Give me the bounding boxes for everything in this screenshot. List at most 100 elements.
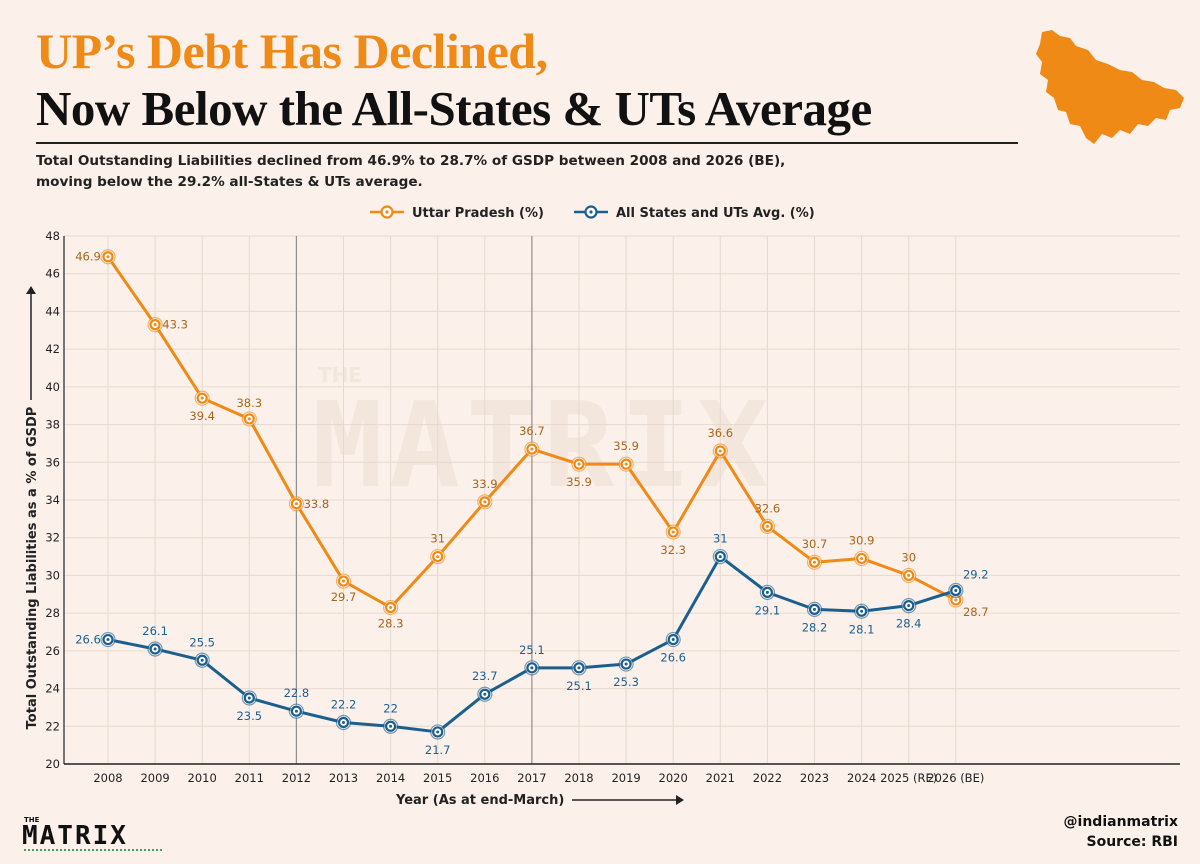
x-tick-label: 2012 (282, 771, 311, 785)
data-label: 35.9 (566, 475, 592, 489)
x-tick-label: 2009 (140, 771, 169, 785)
data-label: 26.6 (75, 633, 101, 647)
x-tick-label: 2008 (93, 771, 122, 785)
data-label: 26.1 (142, 624, 168, 638)
y-tick-labels: 20 22 24 26 28 30 32 34 36 38 40 42 44 46 48 (45, 229, 60, 771)
data-point-center (342, 721, 345, 725)
legend-label: Uttar Pradesh (%) (412, 206, 544, 221)
credits: @indianmatrix Source: RBI (1064, 812, 1178, 852)
data-label: 30 (901, 550, 916, 564)
x-tick-label: 2011 (235, 771, 264, 785)
data-label: 46.9 (75, 250, 101, 264)
data-label: 39.4 (189, 409, 215, 423)
logo-small-text: THE (24, 816, 40, 824)
data-point-center (813, 560, 816, 564)
data-label: 26.6 (660, 651, 686, 665)
data-label: 29.7 (331, 590, 357, 604)
data-label: 25.3 (613, 675, 639, 689)
data-label: 28.2 (802, 620, 828, 634)
chart-subtitle: Total Outstanding Liabilities declined f… (36, 151, 936, 193)
x-tick-label: 2025 (RE) (880, 771, 937, 785)
x-tick-label: 2016 (470, 771, 499, 785)
y-tick-label: 20 (45, 757, 60, 771)
data-point-center (294, 502, 298, 506)
x-tick-label: 2017 (517, 771, 546, 785)
data-point-center (483, 692, 487, 696)
data-label: 22.8 (284, 686, 310, 700)
social-handle: @indianmatrix (1063, 814, 1178, 830)
data-label: 30.7 (802, 537, 828, 551)
y-tick-label: 28 (45, 606, 60, 620)
data-label: 22.2 (331, 698, 357, 712)
data-label: 22 (383, 701, 398, 715)
y-tick-label: 38 (45, 418, 60, 432)
data-point-center (577, 462, 581, 466)
data-point-center (153, 323, 157, 327)
data-point-center (342, 579, 345, 583)
y-tick-label: 26 (45, 644, 60, 658)
subtitle-line2: moving below the 29.2% all-States & UTs … (36, 174, 423, 190)
data-label: 38.3 (236, 396, 262, 410)
y-axis-arrow-head (26, 286, 36, 294)
data-label: 23.7 (472, 669, 498, 683)
data-point-center (200, 658, 204, 662)
y-tick-label: 32 (45, 531, 60, 545)
data-label: 28.3 (378, 616, 404, 630)
data-label: 35.9 (613, 439, 639, 453)
x-tick-label: 2023 (800, 771, 829, 785)
legend-swatch-center (589, 210, 593, 214)
data-label: 29.1 (755, 603, 781, 617)
x-tick-label: 2024 (847, 771, 876, 785)
x-tick-label: 2026 (BE) (927, 771, 984, 785)
data-label: 32.6 (755, 501, 781, 515)
x-axis-title: Year (As at end-March) (395, 793, 564, 808)
data-label: 28.4 (896, 617, 922, 631)
legend-label: All States and UTs Avg. (%) (616, 206, 815, 221)
data-point-center (106, 255, 110, 259)
axis-titles: Year (As at end-March) Total Outstanding … (25, 286, 684, 808)
x-tick-label: 2013 (329, 771, 358, 785)
x-tick-label: 2021 (706, 771, 735, 785)
data-point-center (954, 589, 958, 593)
title-underline (36, 142, 1018, 144)
x-tick-label: 2010 (188, 771, 217, 785)
y-tick-label: 36 (45, 455, 60, 469)
y-tick-label: 40 (45, 380, 60, 394)
x-tick-label: 2022 (753, 771, 782, 785)
chart-title-line2: Now Below the All-States & UTs Average (36, 81, 872, 136)
matrix-logo: THE MATRIX (22, 816, 162, 851)
y-tick-label: 48 (45, 229, 60, 243)
data-point-center (954, 598, 958, 602)
y-tick-label: 44 (45, 304, 60, 318)
data-label: 31 (430, 532, 445, 546)
data-label: 21.7 (425, 743, 451, 757)
data-label: 25.1 (519, 643, 545, 657)
data-point-center (860, 609, 864, 613)
data-label: 36.6 (707, 426, 733, 440)
data-point-center (106, 638, 110, 642)
watermark-small: THE (318, 363, 362, 387)
series-all-states-avg: 26.6 26.1 25.5 23.5 22.8 22.2 22 21.7 23.7 25.1 25… (75, 532, 988, 757)
x-tick-labels: 2008 2009 2010 2011 2012 2013 2014 2015 2016 2017… (93, 771, 984, 785)
data-point-center (624, 662, 628, 666)
data-point-center (530, 666, 534, 670)
series-layer: 46.9 43.3 39.4 38.3 33.8 29.7 28.3 31 33.9 36.7 35… (75, 249, 989, 757)
x-tick-label: 2019 (611, 771, 640, 785)
data-point-center (389, 605, 393, 609)
data-point-center (765, 590, 769, 594)
x-tick-label: 2014 (376, 771, 405, 785)
y-tick-label: 46 (45, 267, 60, 281)
data-label: 33.8 (304, 497, 330, 511)
subtitle-line1: Total Outstanding Liabilities declined f… (36, 153, 786, 169)
data-point-center (153, 647, 157, 651)
chart-title-line1: UP’s Debt Has Declined, (36, 23, 548, 79)
data-point-center (389, 724, 393, 728)
data-point-center (247, 417, 251, 421)
data-point-center (671, 530, 675, 534)
data-label: 43.3 (162, 318, 188, 332)
data-label: 33.9 (472, 477, 498, 491)
legend-item-uttar-pradesh: Uttar Pradesh (%) (370, 205, 544, 221)
data-point-center (577, 666, 581, 670)
data-point-center (294, 709, 298, 713)
y-tick-label: 42 (45, 342, 60, 356)
